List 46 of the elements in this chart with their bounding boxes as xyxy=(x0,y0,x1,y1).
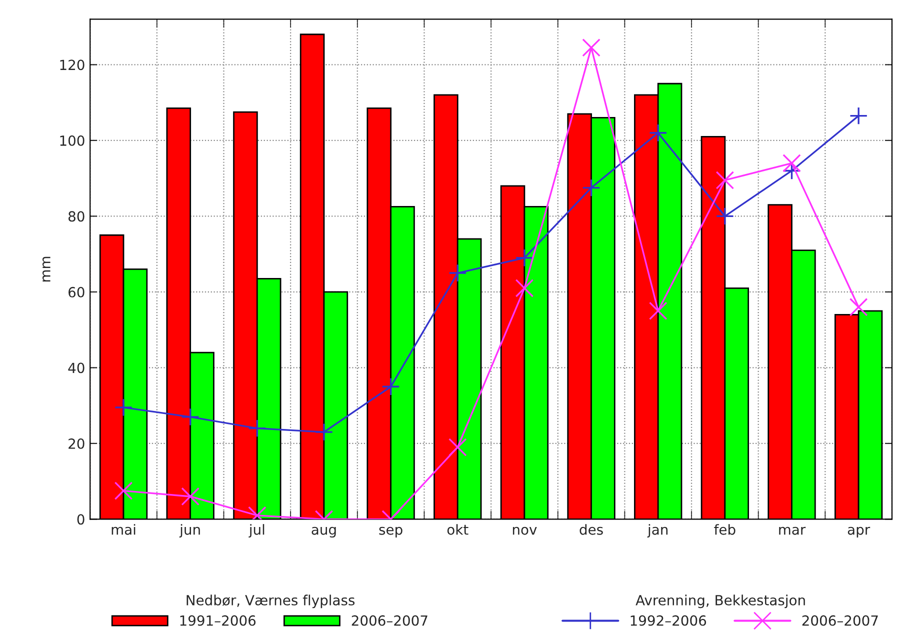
point xyxy=(515,278,534,298)
point xyxy=(248,419,266,438)
point xyxy=(448,438,467,456)
x-tick-label: mai xyxy=(112,524,136,535)
legend-label: 1992–2006 xyxy=(630,615,706,626)
x-tick-label: jan xyxy=(647,524,668,538)
point xyxy=(382,377,400,396)
y-tick-label: 20 xyxy=(68,438,84,449)
x-tick-label: feb xyxy=(714,524,736,535)
x-tick-label: des xyxy=(580,524,603,535)
x-tick-label: okt xyxy=(447,524,468,535)
point xyxy=(716,207,734,226)
point xyxy=(716,171,734,190)
point xyxy=(648,302,668,320)
y-tick-label: 0 xyxy=(77,514,84,525)
y-tick-label: 40 xyxy=(68,362,84,374)
y-tick-label: 80 xyxy=(68,211,84,222)
x-tick-label: jun xyxy=(179,524,200,538)
legend-label: 2006–2007 xyxy=(802,615,878,626)
x-tick-label: jul xyxy=(248,524,264,538)
point xyxy=(181,487,200,506)
text: Nedbør, Værnes flyplass xyxy=(186,594,355,608)
point xyxy=(114,398,133,417)
point xyxy=(515,248,534,268)
point xyxy=(849,298,868,316)
y-tick-label: 100 xyxy=(60,135,84,146)
point xyxy=(448,264,467,282)
y-tick-label: 120 xyxy=(60,60,84,70)
x-tick-label: aug xyxy=(312,526,336,538)
point xyxy=(582,178,600,197)
y-axis-title: mm xyxy=(42,256,50,282)
legend-label: 1991–2006 xyxy=(180,615,256,626)
x-tick-label: mar xyxy=(779,526,806,535)
point xyxy=(114,482,133,500)
point xyxy=(314,422,334,442)
point xyxy=(582,38,600,57)
point xyxy=(648,124,668,142)
point xyxy=(849,106,868,125)
x-tick-label: apr xyxy=(848,526,870,538)
x-tick-label: sep xyxy=(379,526,402,538)
text: Avrenning, Bekkestasjon xyxy=(636,594,805,608)
point xyxy=(181,408,200,426)
legend-label: 2006–2007 xyxy=(352,615,428,626)
point xyxy=(782,154,801,172)
y-tick-label: 60 xyxy=(68,286,84,298)
x-tick-label: nov xyxy=(512,526,537,535)
